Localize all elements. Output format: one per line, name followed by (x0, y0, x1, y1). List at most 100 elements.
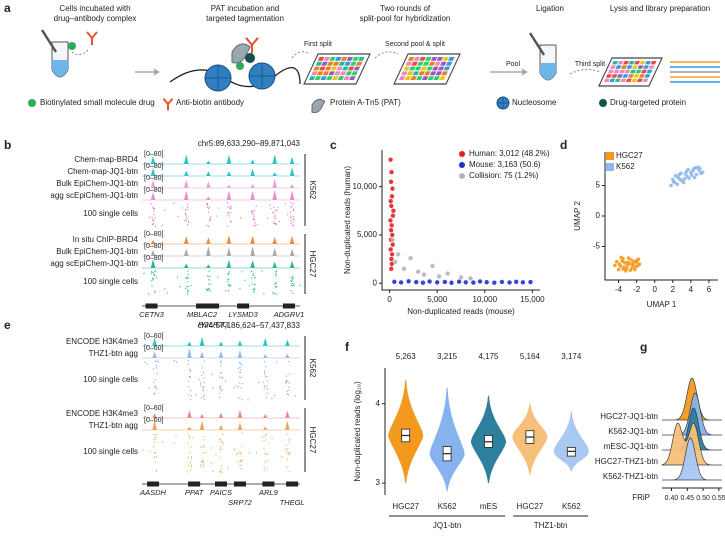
single-cell-read (188, 394, 190, 396)
ridge-label: K562-JQ1-btn (608, 427, 658, 436)
plate-well (436, 57, 444, 61)
point (449, 280, 454, 285)
single-cell-read (222, 376, 224, 378)
point (630, 262, 634, 266)
single-cell-read (228, 271, 230, 273)
count-label: 3,174 (561, 352, 582, 361)
y-axis-label: UMAP 2 (573, 201, 582, 231)
single-cell-read (290, 280, 292, 282)
group-label: K562 (308, 181, 317, 200)
single-cell-read (290, 276, 292, 279)
point (614, 259, 619, 264)
point (390, 237, 395, 242)
single-cell-read (263, 447, 265, 449)
single-cell-read (252, 274, 254, 277)
single-cell-read (228, 283, 230, 285)
single-cell-read (220, 446, 222, 448)
track-label: THZ1-btn agg (89, 349, 138, 358)
single-cell-read (221, 471, 223, 473)
point (421, 272, 427, 277)
single-cell-read (208, 288, 210, 290)
single-cell-read (189, 452, 191, 454)
single-cell-read (288, 360, 290, 363)
y-axis-label: Non-duplicated reads (log₁₀) (353, 381, 362, 482)
plate-well (425, 57, 432, 61)
single-cell-read (264, 461, 266, 463)
single-cell-read (220, 364, 222, 366)
plate-well (326, 76, 333, 81)
single-cell-read (285, 444, 287, 446)
single-cell-read (161, 224, 163, 226)
category-label: HGC27 (517, 502, 544, 511)
plate-well (435, 71, 443, 76)
plate-well (416, 76, 423, 81)
plate-well (424, 71, 431, 76)
single-cell-read (201, 461, 203, 463)
plate-well (332, 61, 340, 66)
single-cell-read (220, 390, 222, 392)
plate (303, 53, 371, 85)
single-cell-read (202, 463, 204, 466)
single-cell-read (152, 223, 154, 225)
nucleosome-detail (205, 65, 231, 91)
track-signal (142, 421, 300, 431)
single-cell-read (267, 380, 269, 382)
point (699, 171, 703, 176)
single-cell-read (144, 361, 146, 363)
point (625, 263, 630, 268)
single-cell-read (275, 282, 277, 284)
category-label: K562 (438, 502, 457, 511)
plate-well (428, 61, 436, 66)
plate-well (335, 57, 342, 61)
step-annotation: Pool (506, 61, 520, 68)
single-cell-read (274, 218, 276, 220)
single-cell-read (219, 439, 221, 441)
single-cell-read (235, 385, 237, 387)
track-signal (142, 235, 300, 245)
single-cell-read (203, 377, 205, 379)
plate-well (327, 61, 334, 66)
single-cell-read (190, 284, 192, 287)
plate-well (633, 74, 640, 78)
single-cell-read (156, 388, 158, 390)
single-cell-read (291, 280, 293, 282)
single-cell-read (220, 471, 222, 473)
single-cell-read (215, 454, 217, 456)
single-cell-read (237, 461, 239, 463)
single-cell-read (239, 287, 241, 290)
x-axis-label: FRiP (632, 493, 650, 502)
track-signal (142, 155, 300, 165)
track-label: agg scEpiChem-JQ1-btn (50, 259, 138, 268)
plate-well (398, 76, 406, 81)
point (388, 247, 393, 252)
single-cell-read (190, 398, 192, 401)
point (408, 255, 413, 261)
x-tick-label: 0 (387, 295, 392, 304)
group-label: HGC27 (308, 251, 317, 278)
x-tick-label: 10,000 (473, 295, 498, 304)
panel-label: c (330, 138, 337, 152)
single-cell-read (228, 272, 230, 275)
legend-label: Nucleosome (512, 98, 557, 107)
single-cell-read (273, 292, 275, 295)
panel-label: b (4, 138, 11, 152)
single-cell-read (288, 453, 290, 456)
panel-label: d (560, 138, 567, 152)
track-label: Bulk EpiChem-JQ1-btn (56, 179, 138, 188)
single-cell-read (265, 396, 267, 398)
single-cell-read (274, 214, 276, 217)
single-cell-read (154, 385, 156, 387)
single-cell-read (263, 440, 265, 442)
single-cell-read (292, 221, 294, 223)
single-cell-read (190, 456, 192, 458)
gene-model (282, 303, 295, 309)
single-cell-read (219, 396, 221, 398)
plate-well (650, 61, 657, 65)
single-cell-read (219, 385, 221, 387)
plate-well (338, 61, 346, 66)
plate-well (445, 61, 453, 66)
single-cell-read (187, 285, 189, 288)
single-cell-read (187, 221, 189, 223)
single-cell-read (156, 470, 158, 472)
